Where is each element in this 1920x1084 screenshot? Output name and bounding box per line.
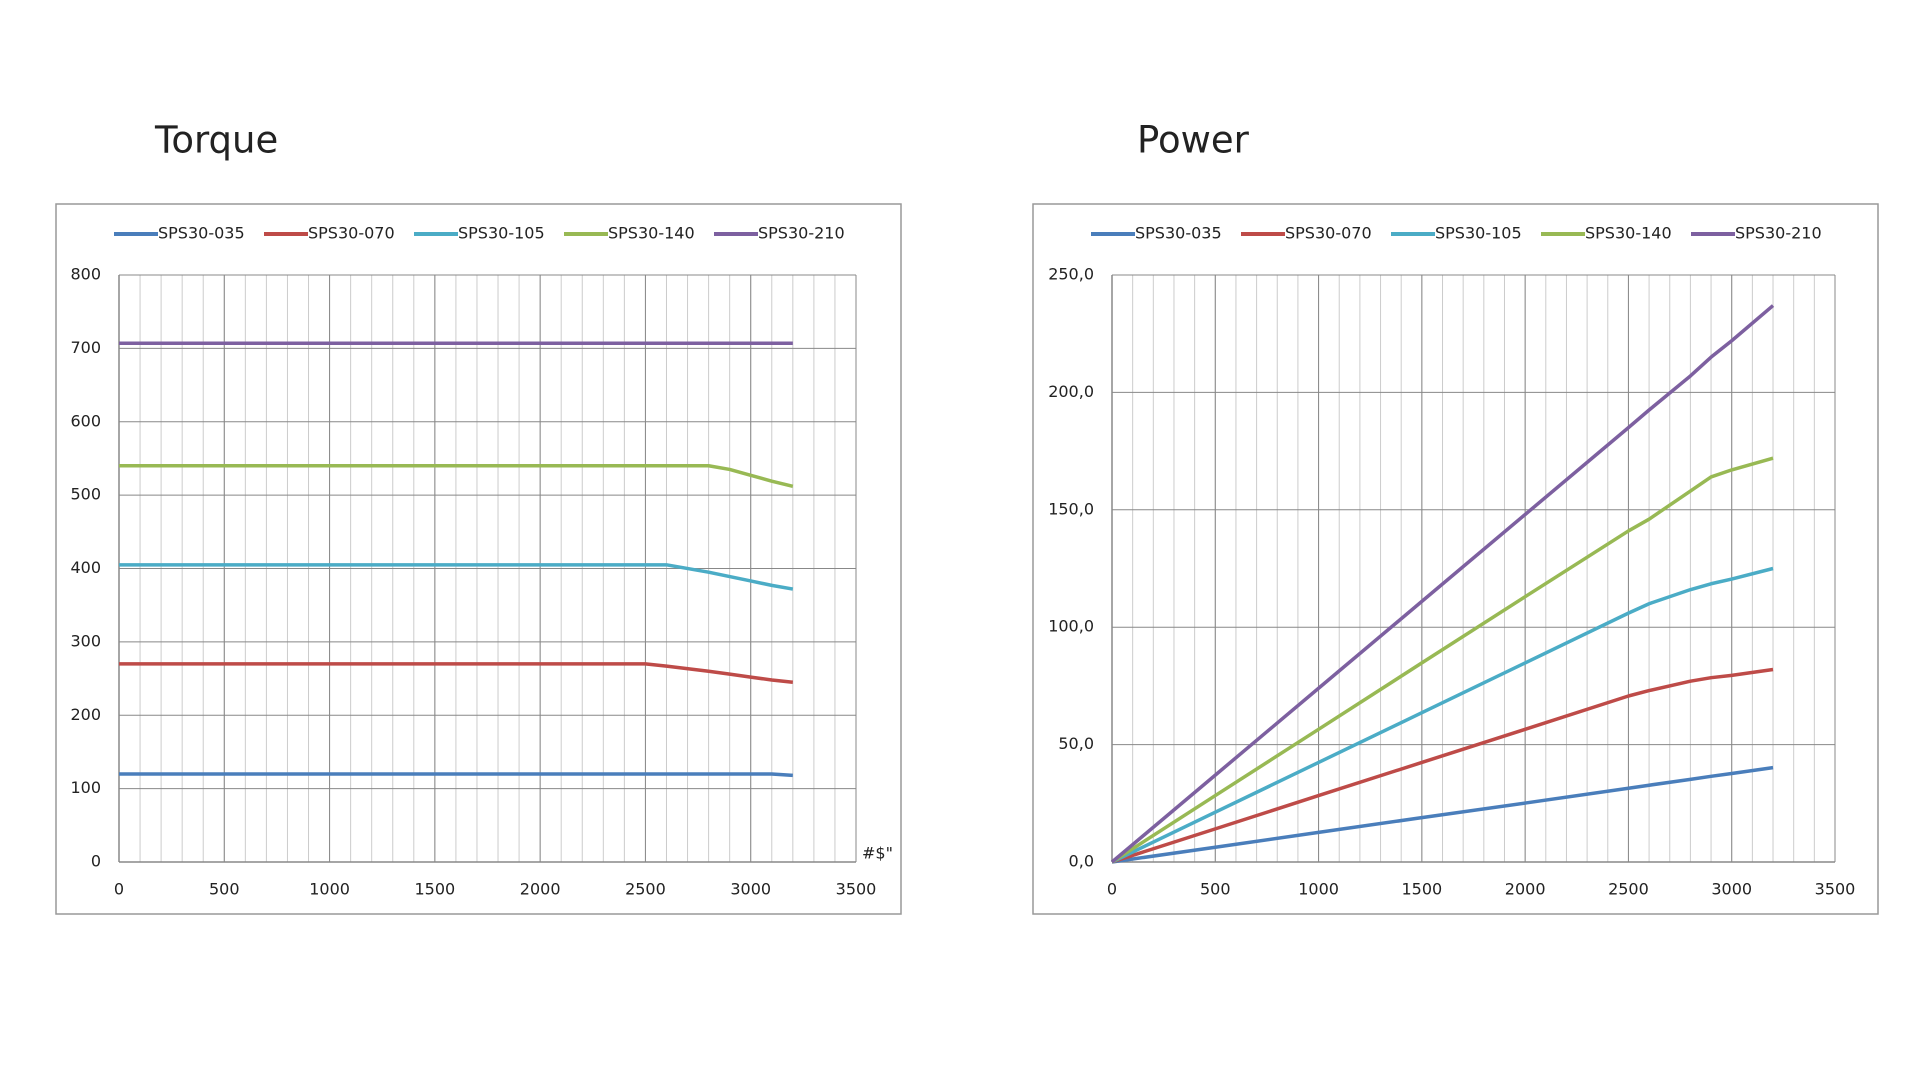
chart-frame	[1032, 203, 1879, 915]
x-tick-label: 0	[114, 880, 124, 899]
y-tick-label: 400	[70, 558, 101, 577]
legend-label: SPS30-035	[1135, 224, 1222, 243]
x-tick-label: 1500	[414, 880, 455, 899]
series-line	[1111, 566, 1774, 864]
legend-label: SPS30-210	[758, 224, 845, 243]
series-line	[1111, 765, 1774, 864]
series-line	[119, 464, 794, 489]
chart-title: Power	[1137, 119, 1250, 162]
x-tick-label: 2500	[625, 880, 666, 899]
x-tick-label: 500	[1200, 880, 1231, 899]
chart-frame	[55, 203, 902, 915]
y-tick-label: 100,0	[1048, 617, 1094, 636]
y-tick-label: 300	[70, 631, 101, 650]
y-tick-label: 200,0	[1048, 382, 1094, 401]
x-tick-label: 2000	[520, 880, 561, 899]
series-line	[1111, 456, 1774, 864]
y-tick-label: 100	[70, 778, 101, 797]
series-line	[119, 772, 793, 778]
x-tick-label: 1500	[1401, 880, 1442, 899]
legend-label: SPS30-070	[1285, 224, 1372, 243]
x-tick-label: 1000	[309, 880, 350, 899]
x-axis-label: #$"	[862, 844, 893, 863]
series-line	[1111, 667, 1774, 864]
y-tick-label: 600	[70, 411, 101, 430]
series-line	[1110, 304, 1775, 864]
x-tick-label: 3000	[730, 880, 771, 899]
y-tick-label: 50,0	[1058, 734, 1094, 753]
legend-label: SPS30-140	[1585, 224, 1672, 243]
x-tick-label: 2000	[1505, 880, 1546, 899]
series-line	[119, 662, 794, 684]
y-tick-label: 250,0	[1048, 265, 1094, 284]
x-tick-label: 3000	[1711, 880, 1752, 899]
x-tick-label: 500	[209, 880, 240, 899]
legend-label: SPS30-070	[308, 224, 395, 243]
x-tick-label: 3500	[836, 880, 877, 899]
series-line	[119, 563, 794, 591]
chart: Power 0,0 50,0 100,0 150,0 200,0 250,0 0 500 1000…	[1032, 119, 1879, 915]
legend-label: SPS30-105	[458, 224, 545, 243]
legend-label: SPS30-140	[608, 224, 695, 243]
x-tick-label: 1000	[1298, 880, 1339, 899]
y-tick-label: 200	[70, 705, 101, 724]
y-tick-label: 500	[70, 485, 101, 504]
y-tick-label: 700	[70, 338, 101, 357]
x-tick-label: 2500	[1608, 880, 1649, 899]
x-tick-label: 3500	[1815, 880, 1856, 899]
chart-title: Torque	[154, 119, 278, 162]
x-tick-label: 0	[1107, 880, 1117, 899]
y-tick-label: 800	[70, 265, 101, 284]
y-tick-label: 0	[91, 852, 101, 871]
legend-label: SPS30-105	[1435, 224, 1522, 243]
legend-label: SPS30-210	[1735, 224, 1822, 243]
y-tick-label: 150,0	[1048, 499, 1094, 518]
y-tick-label: 0,0	[1069, 852, 1094, 871]
legend-label: SPS30-035	[158, 224, 245, 243]
chart: Torque 0 100 200 300 400 500 600 700 800 0 500 1000 1…	[55, 119, 902, 915]
